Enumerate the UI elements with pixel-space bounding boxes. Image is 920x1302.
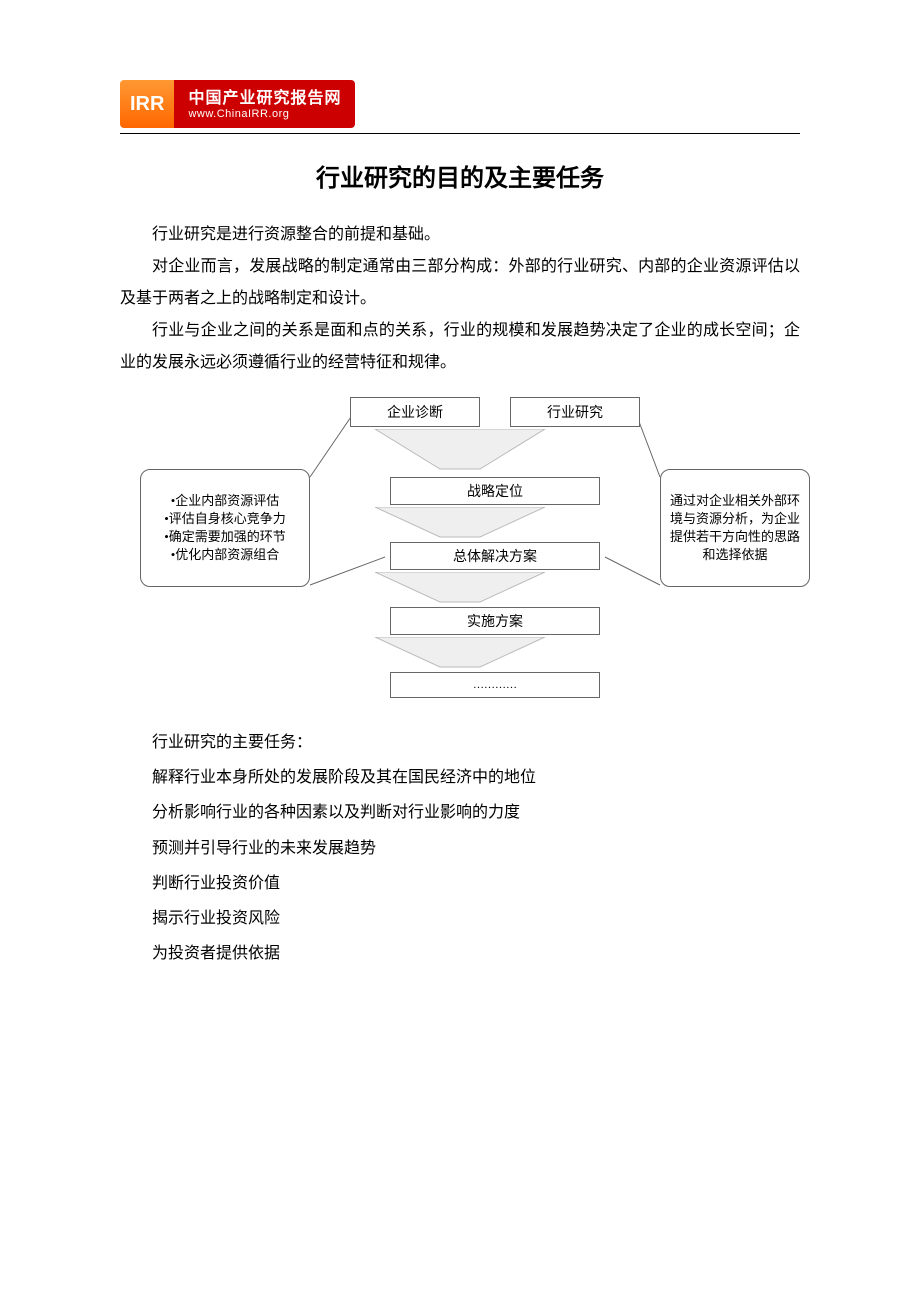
arrow-down-icon <box>355 637 565 671</box>
paragraph-3: 行业与企业之间的关系是面和点的关系，行业的规模和发展趋势决定了企业的成长空间；企… <box>120 315 800 379</box>
paragraph-2: 对企业而言，发展战略的制定通常由三部分构成：外部的行业研究、内部的企业资源评估以… <box>120 251 800 315</box>
task-item-3: 预测并引导行业的未来发展趋势 <box>120 831 800 866</box>
task-item-2: 分析影响行业的各种因素以及判断对行业影响的力度 <box>120 795 800 830</box>
header-divider <box>120 133 800 134</box>
tasks-section: 行业研究的主要任务： 解释行业本身所处的发展阶段及其在国民经济中的地位 分析影响… <box>120 725 800 971</box>
logo-abbr: IRR <box>120 80 174 128</box>
callout-left-line-3: •确定需要加强的环节 <box>164 528 286 546</box>
arrow-down-icon <box>355 507 565 541</box>
logo: IRR 中国产业研究报告网 www.ChinaIRR.org <box>120 80 800 128</box>
arrow-down-icon <box>355 572 565 606</box>
task-item-6: 为投资者提供依据 <box>120 936 800 971</box>
tasks-heading: 行业研究的主要任务： <box>120 725 800 760</box>
callout-left: •企业内部资源评估 •评估自身核心竞争力 •确定需要加强的环节 •优化内部资源组… <box>140 469 310 587</box>
logo-text: 中国产业研究报告网 www.ChinaIRR.org <box>174 80 355 128</box>
callout-left-line-1: •企业内部资源评估 <box>171 492 280 510</box>
callout-right: 通过对企业相关外部环境与资源分析，为企业提供若干方向性的思路和选择依据 <box>660 469 810 587</box>
task-item-4: 判断行业投资价值 <box>120 866 800 901</box>
flow-box-implementation: 实施方案 <box>390 607 600 635</box>
connector-left-top <box>310 411 355 477</box>
flow-box-enterprise-diagnosis: 企业诊断 <box>350 397 480 427</box>
logo-title: 中国产业研究报告网 <box>188 90 341 108</box>
task-item-5: 揭示行业投资风险 <box>120 901 800 936</box>
logo-url: www.ChinaIRR.org <box>188 108 341 120</box>
flow-box-ellipsis: ………… <box>390 672 600 698</box>
callout-right-text: 通过对企业相关外部环境与资源分析，为企业提供若干方向性的思路和选择依据 <box>669 492 801 565</box>
task-item-1: 解释行业本身所处的发展阶段及其在国民经济中的地位 <box>120 760 800 795</box>
callout-left-line-4: •优化内部资源组合 <box>171 546 280 564</box>
connector-right-bottom <box>605 557 660 585</box>
page-title: 行业研究的目的及主要任务 <box>120 158 800 193</box>
flowchart-diagram: 企业诊断 行业研究 战略定位 总体解决方案 实施方案 ………… •企业内部资源评… <box>140 397 780 707</box>
paragraph-1: 行业研究是进行资源整合的前提和基础。 <box>120 219 800 251</box>
flow-box-strategy: 战略定位 <box>390 477 600 505</box>
arrow-down-icon <box>355 429 565 475</box>
callout-left-line-2: •评估自身核心竞争力 <box>164 510 286 528</box>
flow-box-industry-research: 行业研究 <box>510 397 640 427</box>
flow-box-solution: 总体解决方案 <box>390 542 600 570</box>
